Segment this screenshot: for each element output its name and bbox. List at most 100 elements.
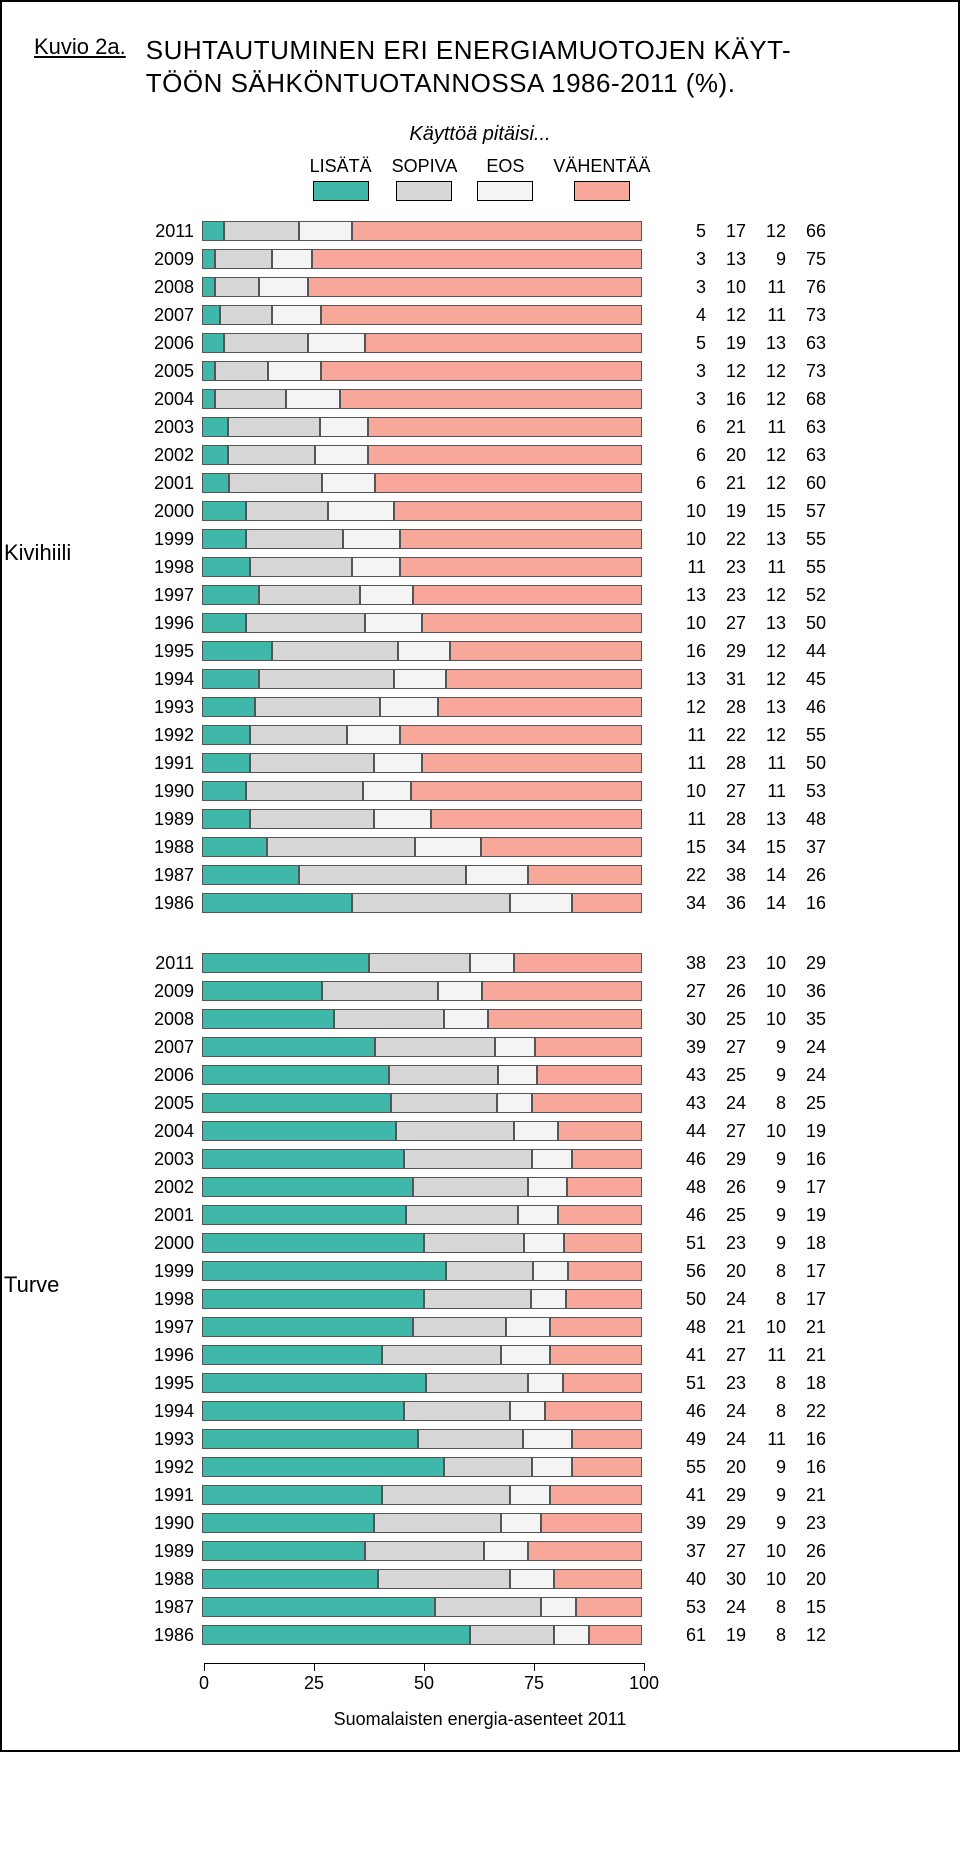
bar-segment bbox=[228, 417, 319, 437]
value-cell: 11 bbox=[666, 725, 706, 746]
bar-segment bbox=[202, 1373, 426, 1393]
value-cell: 57 bbox=[786, 501, 826, 522]
value-cell: 10 bbox=[666, 781, 706, 802]
value-cell: 41 bbox=[666, 1485, 706, 1506]
bar-segment bbox=[510, 893, 572, 913]
value-cell: 11 bbox=[666, 753, 706, 774]
value-cell: 20 bbox=[706, 445, 746, 466]
legend-swatch bbox=[313, 181, 369, 201]
row-values: 6211260 bbox=[666, 473, 826, 494]
chart-row: 2009313975 bbox=[204, 247, 926, 271]
value-cell: 23 bbox=[706, 1373, 746, 1394]
chart-row: 200010191557 bbox=[204, 499, 926, 523]
bar-segment bbox=[394, 501, 642, 521]
row-values: 16291244 bbox=[666, 641, 826, 662]
value-cell: 24 bbox=[706, 1289, 746, 1310]
row-values: 4826917 bbox=[666, 1177, 826, 1198]
axis-tick bbox=[424, 1663, 425, 1671]
value-cell: 13 bbox=[746, 529, 786, 550]
bar-segment bbox=[424, 1233, 524, 1253]
chart-row: 198815341537 bbox=[204, 835, 926, 859]
chart-row: 19985024817 bbox=[204, 1287, 926, 1311]
axis-tick-label: 75 bbox=[524, 1673, 544, 1694]
bar-segment bbox=[202, 389, 215, 409]
bar-segment bbox=[524, 1233, 563, 1253]
year-label: 1994 bbox=[124, 669, 202, 690]
value-cell: 6 bbox=[666, 445, 706, 466]
bar-segment bbox=[202, 1065, 389, 1085]
bar-segment bbox=[202, 1261, 446, 1281]
bar-segment bbox=[202, 1541, 365, 1561]
bar-segment bbox=[535, 1037, 642, 1057]
row-values: 38231029 bbox=[666, 953, 826, 974]
bar-segment bbox=[572, 1429, 642, 1449]
value-cell: 55 bbox=[786, 529, 826, 550]
legend-swatch bbox=[574, 181, 630, 201]
stacked-bar bbox=[202, 305, 642, 325]
bar-segment bbox=[202, 1037, 375, 1057]
value-cell: 60 bbox=[786, 473, 826, 494]
row-values: 10221355 bbox=[666, 529, 826, 550]
bar-segment bbox=[202, 1317, 413, 1337]
value-cell: 34 bbox=[666, 893, 706, 914]
bar-segment bbox=[215, 277, 259, 297]
bar-segment bbox=[352, 893, 510, 913]
value-cell: 14 bbox=[746, 893, 786, 914]
chart-row: 199748211021 bbox=[204, 1315, 926, 1339]
chart-row: 20065191363 bbox=[204, 331, 926, 355]
value-cell: 16 bbox=[786, 1457, 826, 1478]
value-cell: 11 bbox=[746, 277, 786, 298]
bar-segment bbox=[229, 473, 322, 493]
value-cell: 12 bbox=[746, 473, 786, 494]
value-cell: 19 bbox=[786, 1205, 826, 1226]
year-label: 2009 bbox=[124, 249, 202, 270]
value-cell: 37 bbox=[666, 1541, 706, 1562]
stacked-bar bbox=[202, 1401, 642, 1421]
bar-segment bbox=[215, 389, 286, 409]
row-values: 34361416 bbox=[666, 893, 826, 914]
year-label: 1993 bbox=[124, 1429, 202, 1450]
bar-segment bbox=[514, 953, 642, 973]
bar-segment bbox=[202, 277, 215, 297]
bar-segment bbox=[510, 1569, 554, 1589]
chart-row: 20016211260 bbox=[204, 471, 926, 495]
bar-segment bbox=[375, 473, 642, 493]
bar-segment bbox=[202, 837, 267, 857]
value-cell: 26 bbox=[786, 1541, 826, 1562]
value-cell: 48 bbox=[786, 809, 826, 830]
row-values: 5123918 bbox=[666, 1233, 826, 1254]
stacked-bar bbox=[202, 1541, 642, 1561]
value-cell: 44 bbox=[666, 1121, 706, 1142]
bar-segment bbox=[267, 837, 415, 857]
value-cell: 9 bbox=[746, 1205, 786, 1226]
axis-tick-label: 100 bbox=[629, 1673, 659, 1694]
stacked-bar bbox=[202, 725, 642, 745]
bar-segment bbox=[398, 641, 450, 661]
value-cell: 12 bbox=[666, 697, 706, 718]
year-label: 1997 bbox=[124, 585, 202, 606]
stacked-bar bbox=[202, 1121, 642, 1141]
year-label: 1987 bbox=[124, 1597, 202, 1618]
bar-segment bbox=[541, 1597, 576, 1617]
group-label-text: Kivihiili bbox=[4, 540, 71, 566]
bar-segment bbox=[246, 529, 343, 549]
value-cell: 51 bbox=[666, 1233, 706, 1254]
value-cell: 9 bbox=[746, 1037, 786, 1058]
row-values: 30251035 bbox=[666, 1009, 826, 1030]
bar-segment bbox=[484, 1541, 528, 1561]
bar-segment bbox=[404, 1401, 510, 1421]
bar-segment bbox=[246, 501, 329, 521]
figure-container: Kuvio 2a. SUHTAUTUMINEN ERI ENERGIAMUOTO… bbox=[0, 0, 960, 1752]
value-cell: 46 bbox=[666, 1205, 706, 1226]
bar-segment bbox=[328, 501, 393, 521]
row-values: 10191557 bbox=[666, 501, 826, 522]
bar-segment bbox=[352, 221, 642, 241]
bar-segment bbox=[404, 1149, 532, 1169]
year-label: 2003 bbox=[124, 1149, 202, 1170]
chart-row: 199910221355 bbox=[204, 527, 926, 551]
value-cell: 10 bbox=[666, 529, 706, 550]
stacked-bar bbox=[202, 1485, 642, 1505]
row-values: 5520916 bbox=[666, 1457, 826, 1478]
bar-segment bbox=[369, 953, 470, 973]
value-cell: 11 bbox=[746, 417, 786, 438]
